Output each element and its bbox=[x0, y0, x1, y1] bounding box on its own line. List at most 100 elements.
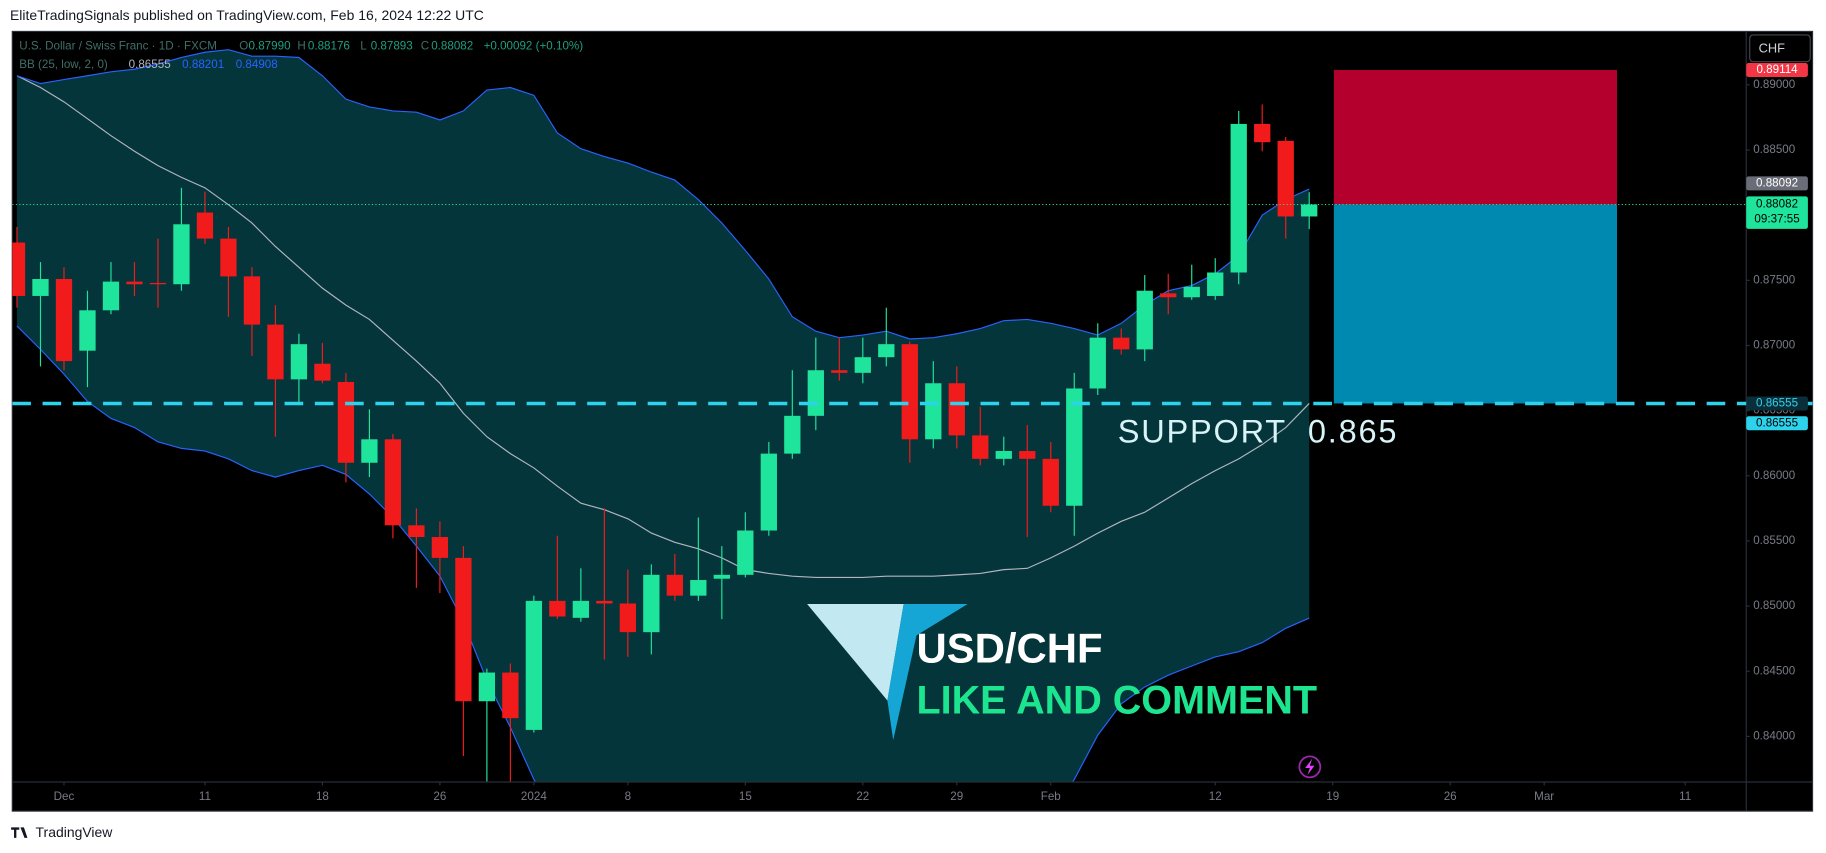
candle-body bbox=[102, 281, 120, 311]
x-tick-label: 8 bbox=[625, 790, 631, 803]
candle-body bbox=[1183, 286, 1200, 298]
x-tick-label: 2024 bbox=[521, 790, 547, 803]
candle-body bbox=[149, 282, 167, 285]
legend-o-value: 0.87990 bbox=[249, 40, 292, 53]
x-tick-label: 22 bbox=[856, 790, 869, 803]
legend-c-label: C bbox=[421, 40, 429, 53]
target-price-label-bg bbox=[1746, 416, 1808, 431]
candle-body bbox=[525, 600, 543, 730]
candle-body bbox=[126, 281, 143, 285]
x-tick-label: 11 bbox=[199, 790, 211, 803]
footer-logo bbox=[11, 827, 28, 838]
bb-basis-value: 0.86555 bbox=[129, 58, 171, 71]
candle-body bbox=[1113, 337, 1130, 350]
legend-change: +0.00092 (+0.10%) bbox=[484, 40, 584, 53]
countdown-label: 09:37:55 bbox=[1754, 213, 1799, 226]
candle-body bbox=[948, 383, 965, 436]
legend-h-value: 0.88176 bbox=[308, 40, 350, 53]
candle-body bbox=[337, 381, 355, 463]
x-tick-label: 18 bbox=[316, 790, 329, 803]
legend-l-label: L bbox=[360, 40, 367, 53]
legend-l-value: 0.87893 bbox=[371, 40, 413, 53]
x-tick-label: 19 bbox=[1326, 790, 1339, 803]
candle-body bbox=[502, 672, 519, 719]
candle-body bbox=[173, 224, 190, 285]
stop-price-label: 0.89114 bbox=[1756, 63, 1798, 76]
support-label: SUPPORT 0.865 bbox=[1118, 413, 1398, 449]
y-tick-label: 0.86000 bbox=[1753, 469, 1796, 482]
pair-label: USD/CHF bbox=[916, 625, 1102, 672]
candle-body bbox=[737, 530, 754, 575]
y-tick-label: 0.85500 bbox=[1753, 534, 1796, 547]
candle-body bbox=[220, 238, 237, 277]
y-tick-label: 0.89000 bbox=[1753, 78, 1796, 91]
support-price-label: 0.86555 bbox=[1756, 397, 1798, 410]
y-tick-label: 0.87500 bbox=[1753, 273, 1796, 286]
candle-body bbox=[32, 279, 49, 296]
bb-basis bbox=[16, 75, 1310, 579]
cta-label: LIKE AND COMMENT bbox=[916, 678, 1317, 722]
candle-body bbox=[12, 242, 26, 296]
currency-button-label[interactable]: CHF bbox=[1759, 40, 1785, 55]
marker-price-label: 0.88092 bbox=[1756, 176, 1798, 189]
x-tick-label: 26 bbox=[433, 790, 446, 803]
candle-body bbox=[1277, 140, 1294, 217]
currency-button-frame[interactable] bbox=[1749, 34, 1811, 63]
candle-body bbox=[1207, 272, 1224, 296]
x-tick-label: 11 bbox=[1679, 790, 1691, 803]
candle-body bbox=[1066, 388, 1083, 506]
legend-c-value: 0.88082 bbox=[431, 40, 473, 53]
candle-body bbox=[1230, 123, 1247, 273]
x-tick-label: 15 bbox=[739, 790, 752, 803]
logo-left bbox=[807, 603, 904, 701]
x-tick-label: 26 bbox=[1444, 790, 1457, 803]
candle-body bbox=[1301, 204, 1318, 217]
candle-body bbox=[1160, 293, 1177, 298]
y-tick-label: 0.84500 bbox=[1753, 664, 1796, 677]
y-axis: 0.84000 0.84500 0.85000 0.85500 0.86000 0.865… bbox=[1746, 78, 1796, 742]
support-price-label-bg bbox=[1746, 396, 1808, 411]
candle-body bbox=[1254, 123, 1271, 143]
candle-body bbox=[972, 435, 989, 459]
bb-lower-value: 0.84908 bbox=[236, 58, 278, 71]
x-tick-label: Dec bbox=[54, 790, 75, 803]
y-tick-label: 0.88500 bbox=[1753, 143, 1796, 156]
candle-body bbox=[1019, 451, 1036, 459]
y-tick-label: 0.84000 bbox=[1753, 729, 1796, 742]
footer: TradingView bbox=[11, 824, 113, 840]
stop-price-label-bg bbox=[1746, 63, 1808, 77]
candle-body bbox=[243, 276, 261, 325]
stop-zone bbox=[1333, 69, 1617, 205]
alert-icon[interactable] bbox=[1298, 755, 1322, 779]
candle-body bbox=[713, 574, 730, 579]
candle-body bbox=[431, 537, 449, 558]
candle-body bbox=[1136, 290, 1153, 350]
candle-body bbox=[408, 525, 425, 538]
y-tick-label: 0.85000 bbox=[1753, 599, 1796, 612]
candle-body bbox=[925, 383, 942, 440]
alert-bolt bbox=[1305, 758, 1315, 776]
candle-body bbox=[807, 370, 824, 416]
candle-body bbox=[290, 344, 308, 380]
currency-button[interactable]: CHF bbox=[1749, 34, 1811, 63]
x-tick-label: Mar bbox=[1534, 790, 1554, 803]
candle-body bbox=[831, 370, 848, 373]
candle-body bbox=[643, 574, 660, 633]
symbol-title: U.S. Dollar / Swiss Franc · 1D · FXCM bbox=[19, 40, 217, 53]
x-tick-label: 12 bbox=[1209, 790, 1222, 803]
candle-body bbox=[760, 453, 777, 531]
bb-title: BB (25, low, 2, 0) bbox=[19, 58, 108, 71]
candle-body bbox=[314, 363, 331, 381]
candle-body bbox=[784, 415, 801, 454]
legend: U.S. Dollar / Swiss Franc · 1D · FXCM O … bbox=[19, 40, 583, 72]
candle-body bbox=[478, 672, 496, 702]
logo-right bbox=[887, 603, 968, 741]
candle-body bbox=[666, 574, 683, 596]
candle-body bbox=[384, 439, 402, 526]
candle-body bbox=[267, 324, 284, 380]
candle-body bbox=[455, 557, 472, 702]
candle-body bbox=[361, 439, 378, 463]
candle-body bbox=[854, 357, 871, 373]
